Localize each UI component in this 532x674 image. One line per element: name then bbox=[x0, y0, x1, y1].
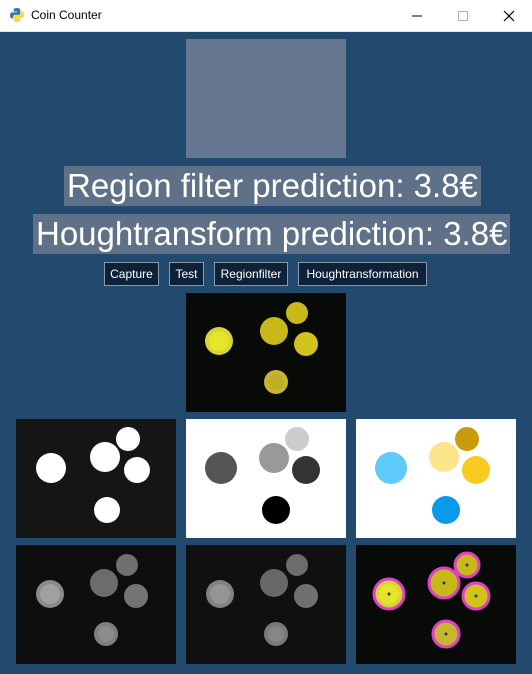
close-icon bbox=[503, 10, 515, 21]
binary-mask-image bbox=[16, 419, 176, 538]
close-button[interactable] bbox=[486, 0, 532, 31]
minimize-button[interactable] bbox=[394, 0, 440, 31]
labeled-regions-color-image bbox=[356, 419, 516, 538]
region-filter-prediction: Region filter prediction: 3.8€ bbox=[64, 166, 481, 206]
houghtransform-prediction: Houghtransform prediction: 3.8€ bbox=[33, 214, 511, 254]
maximize-button[interactable] bbox=[440, 0, 486, 31]
blurred-grayscale-image bbox=[186, 545, 346, 664]
python-icon bbox=[10, 8, 24, 22]
capture-button[interactable]: Capture bbox=[104, 262, 159, 286]
original-image bbox=[186, 293, 346, 412]
title-bar: Coin Counter bbox=[0, 0, 532, 32]
hough-circles-image bbox=[356, 545, 516, 664]
labeled-regions-gray-image bbox=[186, 419, 346, 538]
minimize-icon bbox=[412, 15, 422, 16]
maximize-icon bbox=[458, 10, 468, 21]
test-button[interactable]: Test bbox=[169, 262, 204, 286]
camera-preview bbox=[186, 39, 346, 158]
window-title: Coin Counter bbox=[31, 8, 102, 22]
grayscale-image bbox=[16, 545, 176, 664]
houghtransformation-button[interactable]: Houghtransformation bbox=[298, 262, 427, 286]
regionfilter-button[interactable]: Regionfilter bbox=[214, 262, 288, 286]
